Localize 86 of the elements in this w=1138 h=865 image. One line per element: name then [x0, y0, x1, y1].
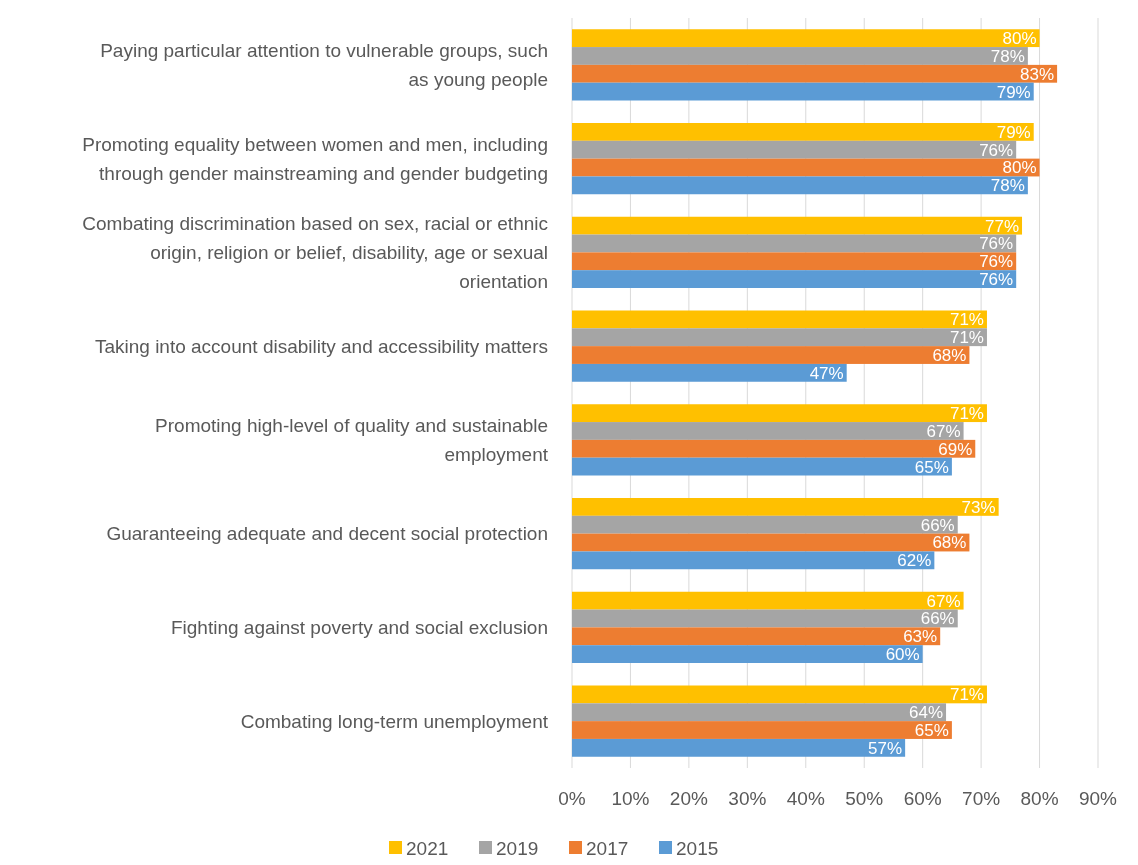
y-tick-label: Fighting against poverty and social exclusion [170, 617, 548, 639]
bar [572, 140, 1017, 159]
bar [572, 627, 941, 646]
bar [572, 346, 970, 364]
bar [572, 645, 923, 663]
bar [572, 64, 1058, 83]
x-tick-label: 40% [786, 788, 825, 809]
data-label: 71% [949, 404, 984, 424]
data-label: 68% [932, 345, 967, 365]
bar [572, 551, 935, 570]
data-label: 63% [903, 627, 938, 647]
data-label: 73% [961, 497, 996, 517]
data-label: 78% [990, 46, 1025, 66]
data-label: 76% [979, 270, 1014, 290]
x-tick-label: 70% [962, 788, 1001, 809]
bar [572, 591, 964, 610]
bar [572, 533, 970, 552]
y-tick-label: Combating long-term unemployment [240, 710, 549, 732]
data-label: 57% [868, 738, 903, 758]
data-label: 76% [979, 252, 1014, 272]
legend-label: 2015 [676, 837, 719, 859]
x-tick-label: 80% [1020, 788, 1059, 809]
bar [572, 721, 952, 739]
data-label: 47% [809, 363, 844, 383]
bar [572, 216, 1023, 235]
data-label: 69% [938, 439, 973, 459]
y-tick-label: Promoting high-level of quality and sustainable employment [155, 415, 549, 466]
bar [572, 47, 1028, 65]
y-tick-label: Promoting equality between women and men, including through gender mainstreaming and gender budgeting [82, 133, 548, 184]
data-label: 76% [979, 234, 1014, 254]
bar [572, 404, 987, 423]
bar [572, 703, 947, 722]
bar [572, 498, 999, 516]
bar [572, 158, 1040, 177]
bar [572, 457, 952, 476]
bar [572, 328, 987, 347]
bar [572, 29, 1040, 48]
bar [572, 234, 1017, 253]
data-label: 71% [949, 685, 984, 705]
data-label: 79% [996, 122, 1031, 142]
data-label: 71% [949, 328, 984, 348]
data-label: 77% [984, 216, 1020, 236]
data-label: 64% [909, 703, 944, 723]
data-label: 66% [920, 609, 955, 629]
data-label: 65% [914, 457, 949, 477]
data-label: 60% [885, 645, 920, 665]
legend-label: 2019 [496, 837, 539, 859]
bar [572, 123, 1034, 141]
y-tick-label: Taking into account disability and accessibility matters [94, 335, 548, 357]
bar [572, 310, 987, 329]
data-label: 76% [979, 140, 1014, 160]
legend-label: 2021 [406, 837, 449, 859]
y-tick-label: Paying particular attention to vulnerable groups, such as young people [100, 40, 548, 91]
data-label: 83% [1020, 64, 1055, 84]
bar [572, 738, 906, 757]
bar [572, 176, 1028, 195]
data-label: 66% [920, 515, 955, 535]
y-tick-label: Combating discrimination based on sex, racial or ethnic origin, religion or belief, disability, age or sexual orientation [82, 213, 548, 293]
bar [572, 82, 1034, 101]
x-tick-label: 20% [669, 788, 709, 809]
data-label: 79% [996, 82, 1031, 102]
bar [572, 685, 987, 704]
y-tick-label: Guaranteeing adequate and decent social protection [106, 523, 548, 545]
x-tick-label: 90% [1078, 788, 1118, 809]
bar [572, 422, 964, 440]
x-tick-label: 50% [845, 788, 884, 809]
data-label: 71% [949, 310, 984, 330]
data-label: 68% [932, 533, 967, 553]
data-label: 78% [990, 176, 1025, 196]
data-label: 65% [914, 720, 949, 740]
data-label: 67% [926, 421, 961, 441]
x-tick-label: 60% [903, 788, 942, 809]
legend-label: 2017 [586, 837, 629, 859]
x-tick-label: 30% [728, 788, 767, 809]
bar [572, 439, 976, 458]
x-tick-label: 10% [611, 788, 650, 809]
bar [572, 515, 958, 534]
x-tick-label: 0% [558, 788, 586, 809]
bar [572, 270, 1017, 288]
data-label: 62% [897, 551, 932, 571]
bar [572, 609, 958, 628]
bar [572, 363, 847, 382]
data-label: 67% [926, 591, 961, 611]
bar [572, 252, 1017, 271]
data-label: 80% [1002, 158, 1037, 178]
data-label: 80% [1002, 29, 1037, 49]
